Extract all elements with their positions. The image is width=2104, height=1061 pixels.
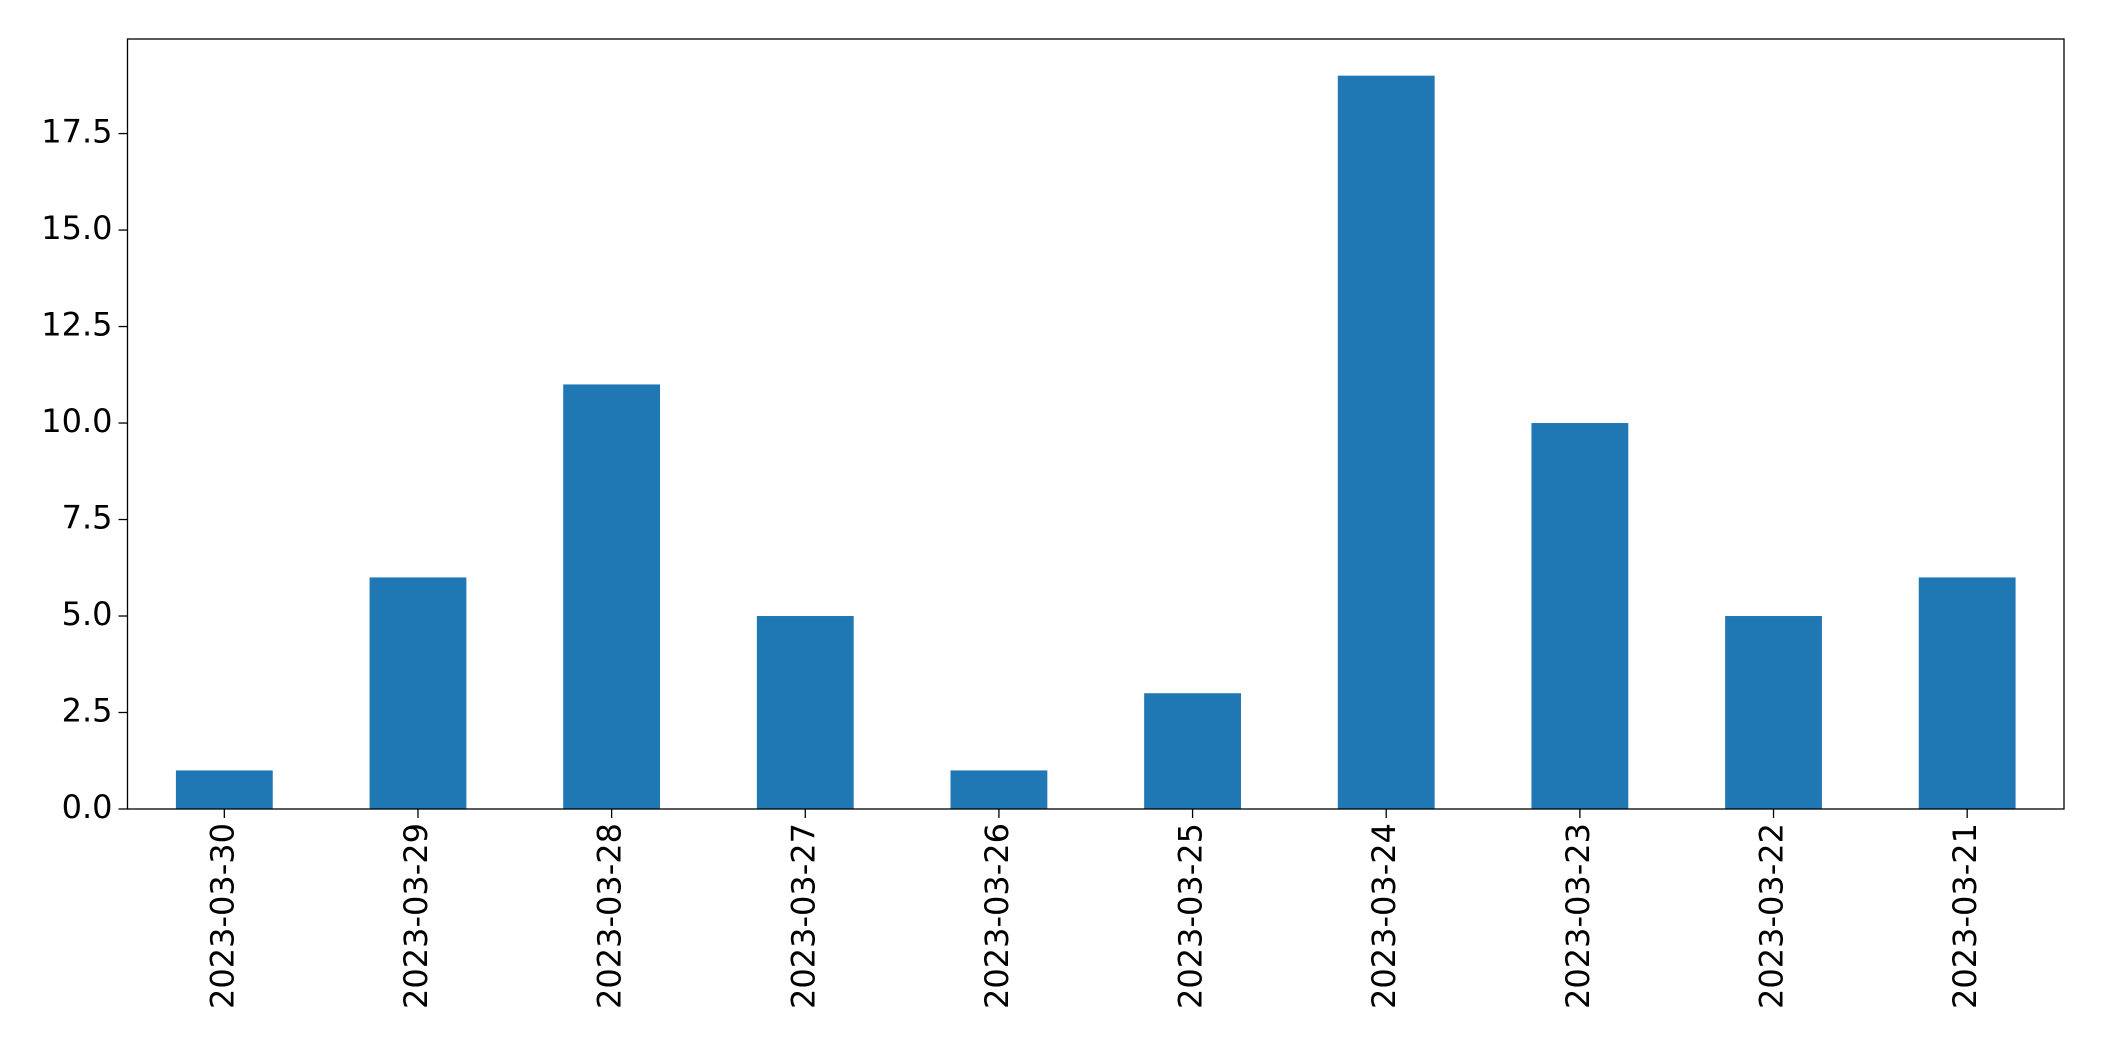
x-tick-label: 2023-03-26 bbox=[978, 823, 1016, 1009]
y-tick-label: 17.5 bbox=[41, 113, 112, 151]
y-tick-label: 7.5 bbox=[62, 499, 113, 537]
bar bbox=[1144, 693, 1241, 809]
x-tick-label: 2023-03-30 bbox=[203, 823, 241, 1009]
x-tick-label: 2023-03-27 bbox=[784, 823, 822, 1009]
bar bbox=[563, 384, 661, 809]
x-tick-label: 2023-03-24 bbox=[1365, 823, 1403, 1009]
y-tick-label: 2.5 bbox=[62, 692, 113, 730]
y-tick-label: 12.5 bbox=[41, 306, 112, 344]
y-tick-label: 10.0 bbox=[41, 402, 112, 440]
bar bbox=[1337, 75, 1435, 809]
x-tick-label: 2023-03-23 bbox=[1559, 823, 1597, 1009]
x-tick-label: 2023-03-29 bbox=[397, 823, 435, 1009]
bar bbox=[950, 770, 1048, 809]
bar bbox=[1918, 577, 2016, 809]
x-tick-label: 2023-03-22 bbox=[1753, 823, 1791, 1009]
y-tick-label: 15.0 bbox=[41, 209, 112, 247]
bar bbox=[756, 616, 854, 809]
x-tick-label: 2023-03-25 bbox=[1172, 823, 1210, 1009]
bar bbox=[1531, 423, 1629, 809]
axes-frame bbox=[126, 38, 2065, 810]
y-tick-label: 0.0 bbox=[62, 788, 113, 826]
bar bbox=[1725, 616, 1822, 809]
x-tick-label: 2023-03-28 bbox=[591, 823, 629, 1009]
bar bbox=[369, 577, 467, 809]
x-tick-label: 2023-03-21 bbox=[1946, 823, 1984, 1009]
y-tick-label: 5.0 bbox=[62, 595, 113, 633]
bar bbox=[175, 770, 273, 809]
